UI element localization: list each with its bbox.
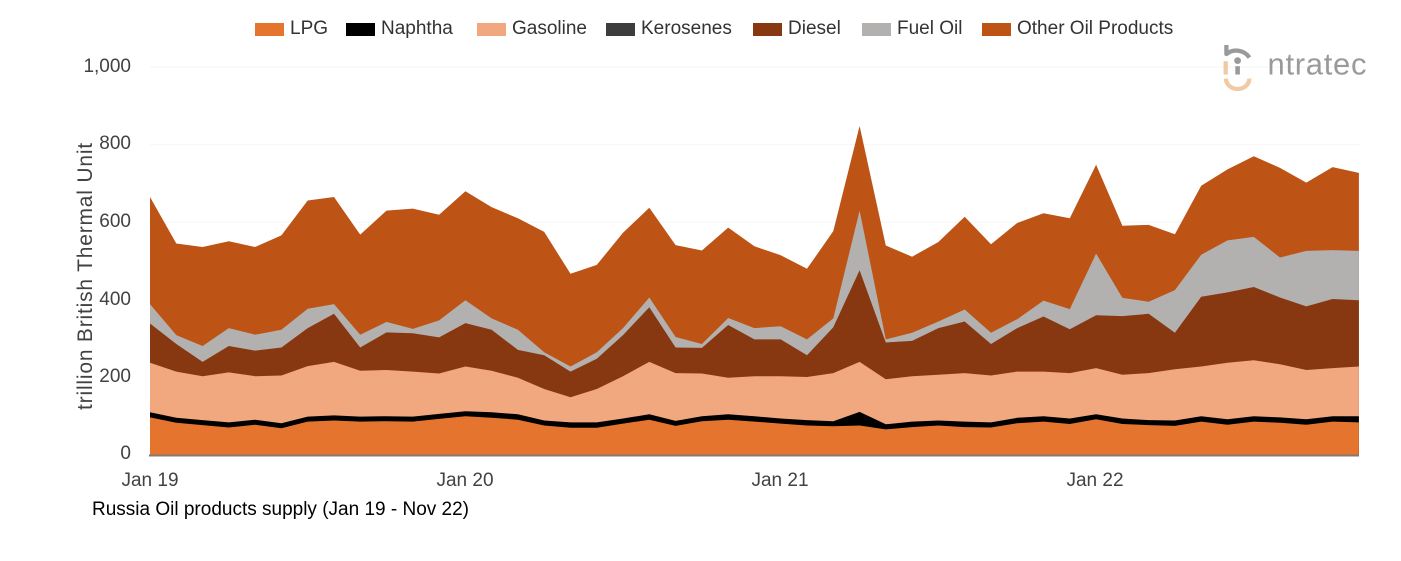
svg-text:ntratec: ntratec [1268,47,1368,82]
